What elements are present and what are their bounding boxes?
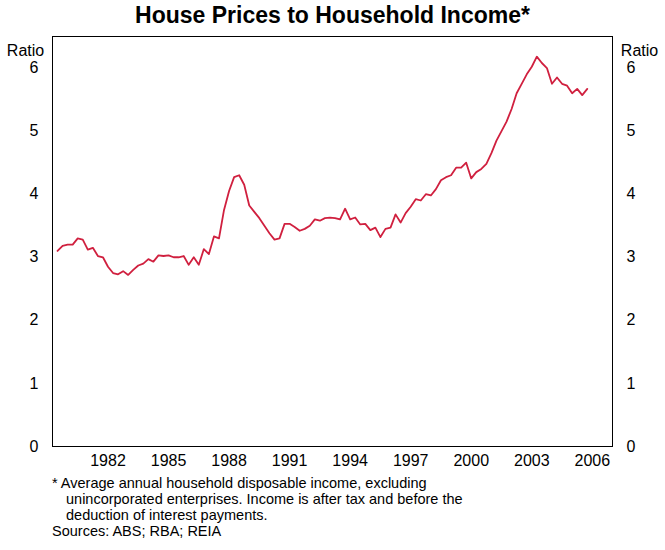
svg-text:0: 0 xyxy=(627,438,636,455)
svg-text:1: 1 xyxy=(627,375,636,392)
svg-text:1994: 1994 xyxy=(332,452,368,469)
svg-text:1985: 1985 xyxy=(151,452,187,469)
html-text:Sources: ABS; RBA; REIA: Sources: ABS; RBA; REIA xyxy=(52,523,222,539)
svg-text:Ratio: Ratio xyxy=(7,42,44,59)
svg-text:4: 4 xyxy=(627,185,636,202)
svg-text:1: 1 xyxy=(30,375,39,392)
svg-text:5: 5 xyxy=(30,122,39,139)
svg-text:6: 6 xyxy=(30,59,39,76)
svg-text:2003: 2003 xyxy=(514,452,550,469)
svg-text:2: 2 xyxy=(627,311,636,328)
svg-text:4: 4 xyxy=(30,185,39,202)
svg-text:6: 6 xyxy=(627,59,636,76)
svg-text:1997: 1997 xyxy=(393,452,429,469)
html-text:* Average annual household dis: * Average annual household disposable in… xyxy=(52,475,463,523)
html-text:House Prices to Household Inco: House Prices to Household Income* xyxy=(135,2,530,28)
svg-text:0: 0 xyxy=(30,438,39,455)
svg-text:1982: 1982 xyxy=(90,452,126,469)
svg-text:2000: 2000 xyxy=(453,452,489,469)
svg-text:2006: 2006 xyxy=(575,452,611,469)
svg-text:Ratio: Ratio xyxy=(621,42,658,59)
svg-text:1988: 1988 xyxy=(211,452,247,469)
svg-text:3: 3 xyxy=(627,248,636,265)
svg-text:3: 3 xyxy=(30,248,39,265)
svg-text:2: 2 xyxy=(30,311,39,328)
svg-text:5: 5 xyxy=(627,122,636,139)
svg-text:1991: 1991 xyxy=(272,452,308,469)
